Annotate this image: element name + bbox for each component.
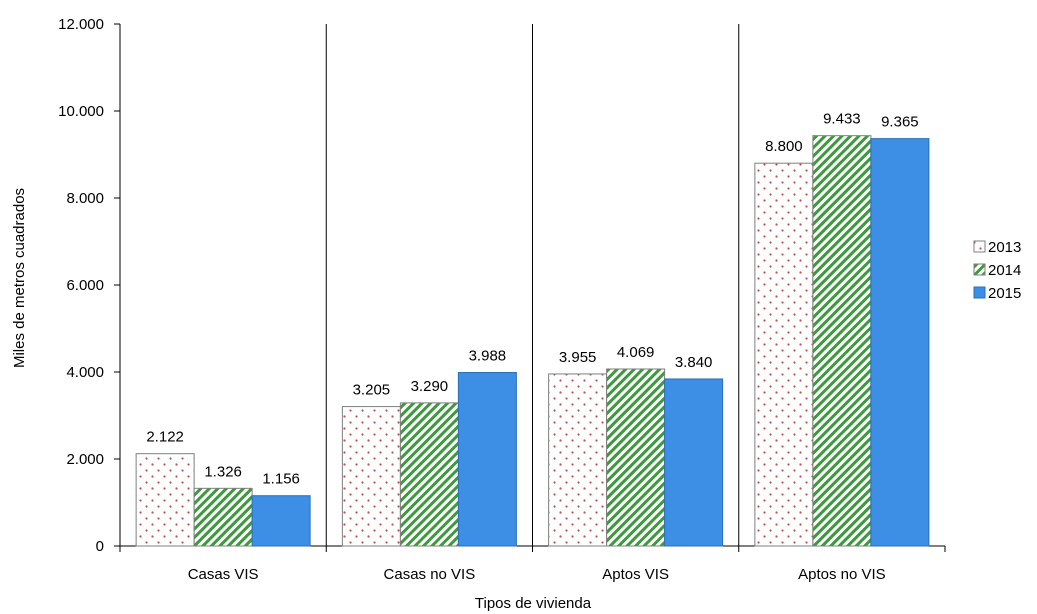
axes: 0 2.000 4.000 6.000 8.000 10.000 12.000 Casas V… xyxy=(58,16,946,583)
bar xyxy=(664,378,724,547)
data-label: 3.840 xyxy=(675,354,713,371)
legend-label: 2014 xyxy=(988,262,1021,279)
data-label: 3.988 xyxy=(469,348,507,365)
x-axis-label: Tipos de vivienda xyxy=(475,595,592,612)
y-tick-label: 2.000 xyxy=(66,451,104,468)
legend-label: 2015 xyxy=(988,285,1021,302)
data-label: 3.955 xyxy=(559,349,597,366)
legend: 2013 2014 2015 xyxy=(973,239,1021,302)
data-label: 9.365 xyxy=(881,114,919,131)
legend-swatch xyxy=(973,286,986,299)
data-label: 9.433 xyxy=(823,111,861,128)
legend-swatch xyxy=(973,263,986,276)
bar xyxy=(193,487,253,547)
bar xyxy=(870,138,930,547)
y-tick-label: 8.000 xyxy=(66,190,104,207)
bar xyxy=(457,372,517,547)
x-tick-label: Casas VIS xyxy=(188,566,259,583)
y-tick-label: 4.000 xyxy=(66,364,104,381)
bar xyxy=(251,495,311,547)
bar xyxy=(135,453,195,547)
legend-label: 2013 xyxy=(988,239,1021,256)
bars xyxy=(135,135,930,547)
data-label: 1.156 xyxy=(262,471,300,488)
data-label: 1.326 xyxy=(204,463,242,480)
bar xyxy=(399,402,459,547)
data-label: 4.069 xyxy=(617,344,655,361)
y-tick-label: 12.000 xyxy=(58,16,104,33)
y-tick-label: 0 xyxy=(96,538,104,555)
data-labels: 2.122 1.326 1.156 3.205 3.290 3.988 3.955 4.069… xyxy=(146,111,918,488)
x-tick-label: Casas no VIS xyxy=(384,566,476,583)
bar xyxy=(341,406,401,547)
bar xyxy=(606,368,666,547)
x-tick-label: Aptos no VIS xyxy=(798,566,886,583)
x-tick-label: Aptos VIS xyxy=(602,566,669,583)
y-axis-label: Miles de metros cuadrados xyxy=(11,188,28,368)
data-label: 2.122 xyxy=(146,429,184,446)
legend-swatch xyxy=(973,240,986,253)
data-label: 3.205 xyxy=(353,382,391,399)
data-label: 3.290 xyxy=(411,378,449,395)
y-tick-label: 10.000 xyxy=(58,103,104,120)
bar xyxy=(812,135,872,547)
bar xyxy=(548,373,608,547)
data-label: 8.800 xyxy=(765,138,803,155)
bar xyxy=(754,162,814,547)
y-tick-label: 6.000 xyxy=(66,277,104,294)
